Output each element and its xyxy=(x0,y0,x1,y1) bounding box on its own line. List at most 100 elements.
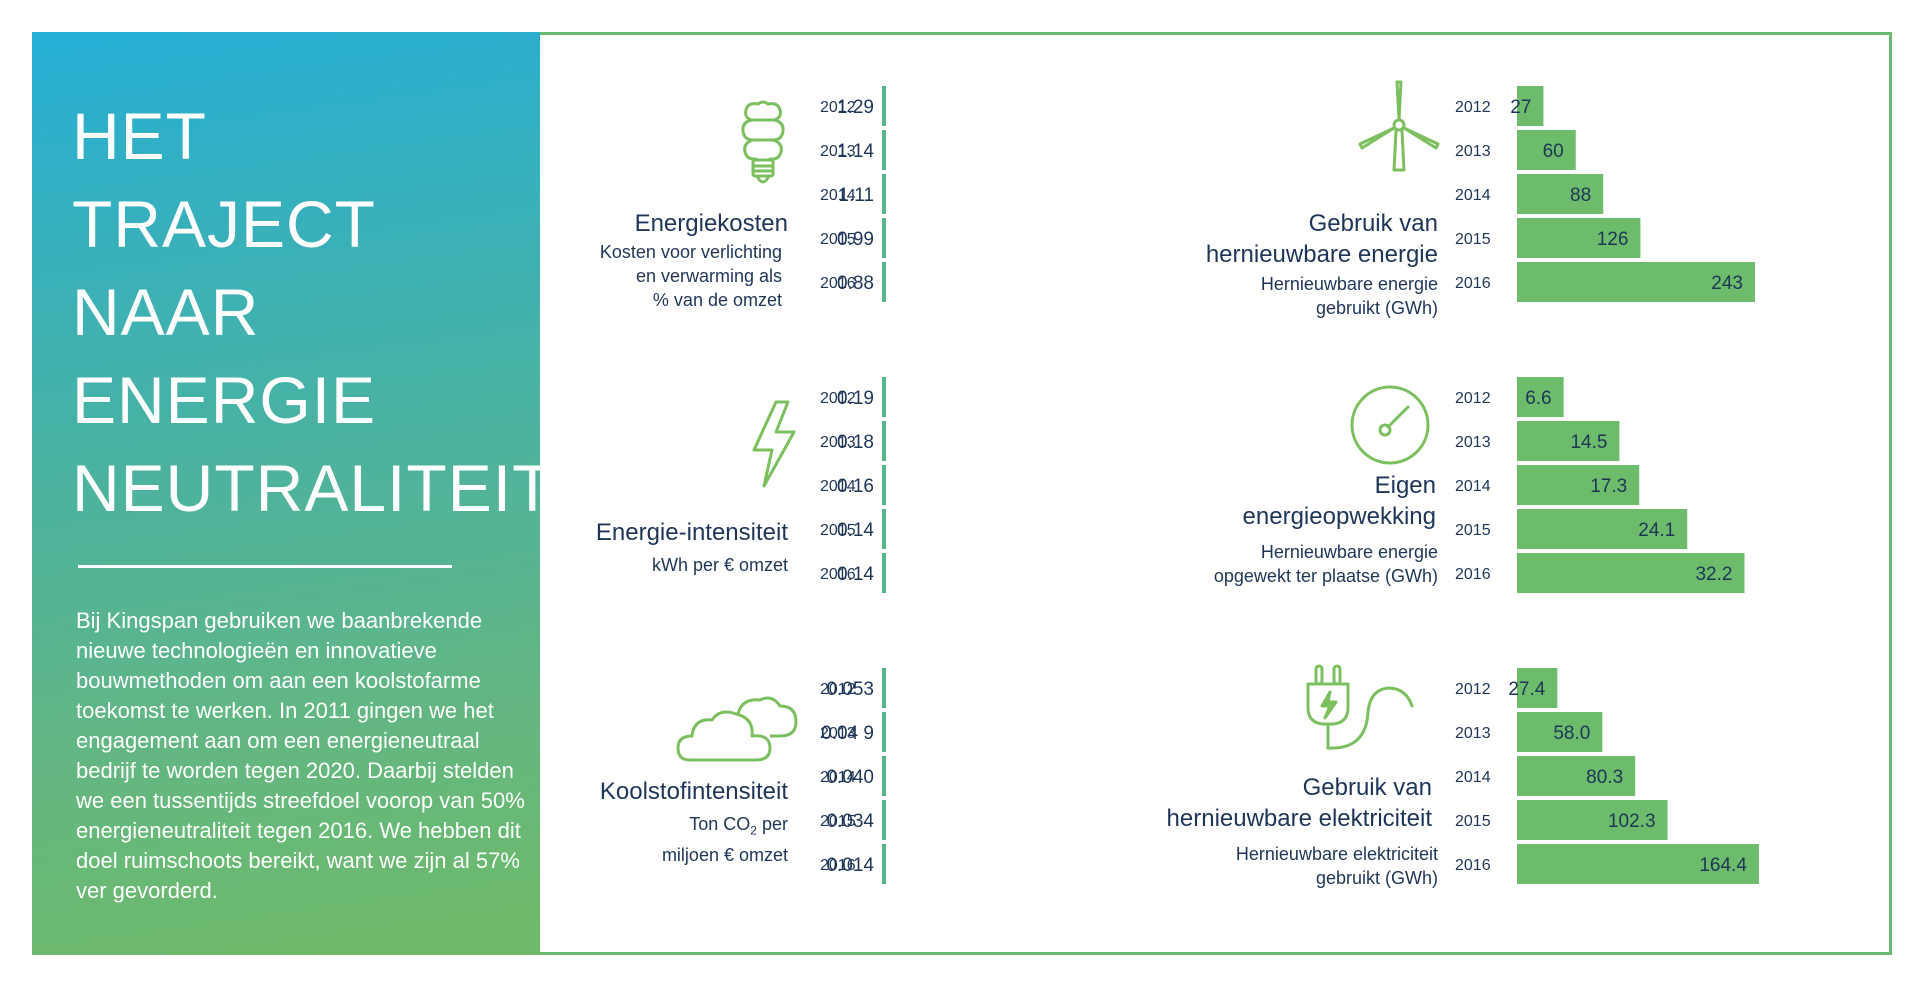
intensiteit-title: Energie-intensiteit xyxy=(595,519,788,546)
energiekosten-title: Energiekosten xyxy=(634,210,788,237)
hernieuwbare-energie-title: Gebruik van hernieuwbare energie xyxy=(1130,208,1438,270)
year-label: 2012 xyxy=(820,390,856,407)
value-label: 102.3 xyxy=(1608,811,1656,832)
year-label: 2014 xyxy=(820,187,856,204)
headline-line: HET xyxy=(72,99,207,173)
value-label: 27 xyxy=(1510,97,1531,118)
bar xyxy=(1517,509,1688,549)
year-label: 2016 xyxy=(820,566,856,583)
title-line: Eigen xyxy=(1374,472,1436,499)
year-label: 2015 xyxy=(820,813,856,830)
bar xyxy=(882,800,886,840)
bar xyxy=(882,174,886,214)
subtitle-line: gebruikt (GWh) xyxy=(1315,298,1438,318)
value-label: 0.014 xyxy=(826,855,874,876)
electric-plug-icon xyxy=(1306,664,1414,750)
title-line: hernieuwbare energie xyxy=(1205,241,1438,268)
energiekosten-subtitle: Kosten voor verlichting en verwarming al… xyxy=(520,240,782,312)
value-label: 0.99 xyxy=(837,229,874,250)
value-label: 88 xyxy=(1570,185,1591,206)
value-label: 60 xyxy=(1543,141,1564,162)
bar xyxy=(882,465,886,505)
value-label: 0.040 xyxy=(826,767,874,788)
bar xyxy=(1517,800,1668,840)
opwekking-bar-chart: 2012 6.6 2013 14.5 2014 17.3 2015 24.1 2016 32.2 xyxy=(1455,377,1745,593)
bar xyxy=(1517,421,1620,461)
bar xyxy=(1517,262,1755,302)
headline-line: NAAR xyxy=(72,275,260,349)
year-label: 2014 xyxy=(820,478,856,495)
intensiteit-subtitle: kWh per € omzet xyxy=(520,553,788,577)
title-line: hernieuwbare elektriciteit xyxy=(1166,805,1432,832)
bar xyxy=(1517,174,1604,214)
value-label: 0.19 xyxy=(837,388,874,409)
year-label: 2016 xyxy=(820,857,856,874)
value-label: 0.88 xyxy=(837,273,874,294)
subscript-two: 2 xyxy=(750,823,757,838)
bar xyxy=(1517,756,1636,796)
subtitle-text: Ton CO xyxy=(689,814,751,834)
subtitle-line: Ton CO2 per xyxy=(520,812,788,843)
elektriciteit-title: Gebruik van hernieuwbare elektriciteit xyxy=(1100,772,1432,834)
lightning-icon xyxy=(752,400,796,488)
title-line: Gebruik van xyxy=(1308,210,1438,237)
year-label: 2015 xyxy=(820,231,856,248)
value-label: 32.2 xyxy=(1695,564,1732,585)
year-label: 2016 xyxy=(1455,275,1491,292)
value-label: 0.14 xyxy=(837,520,874,541)
value-label: 17.3 xyxy=(1590,476,1627,497)
subtitle-line: Hernieuwbare energie xyxy=(1260,542,1438,562)
value-label: 14.5 xyxy=(1570,432,1607,453)
bar xyxy=(882,86,886,126)
value-label: 0.053 xyxy=(826,679,874,700)
year-label: 2013 xyxy=(820,725,856,742)
value-label: 0.034 xyxy=(826,811,874,832)
bar xyxy=(1517,844,1759,884)
year-label: 2014 xyxy=(1455,478,1491,495)
title-line: energieopwekking xyxy=(1242,503,1436,530)
bar xyxy=(882,553,886,593)
divider xyxy=(78,565,452,568)
title-line: Gebruik van xyxy=(1302,774,1432,801)
bar xyxy=(1517,218,1641,258)
year-label: 2013 xyxy=(1455,143,1491,160)
intro-text: Bij Kingspan gebruiken we baanbrekende n… xyxy=(76,608,525,903)
value-label: 80.3 xyxy=(1586,767,1623,788)
subtitle-line: % van de omzet xyxy=(652,290,782,310)
bar xyxy=(1517,668,1558,708)
year-label: 2016 xyxy=(1455,857,1491,874)
subtitle-line: miljoen € omzet xyxy=(661,844,788,865)
bar xyxy=(1517,465,1640,505)
bar xyxy=(882,130,886,170)
value-label: 1.14 xyxy=(837,141,874,162)
year-label: 2016 xyxy=(820,275,856,292)
year-label: 2013 xyxy=(1455,434,1491,451)
value-label: 0.14 xyxy=(837,564,874,585)
headline-line: ENERGIE xyxy=(72,363,377,437)
year-label: 2016 xyxy=(1455,566,1491,583)
value-label: 126 xyxy=(1597,229,1629,250)
value-label: 0.18 xyxy=(837,432,874,453)
bar xyxy=(882,218,886,258)
bar xyxy=(882,262,886,302)
cloud-icon xyxy=(676,696,798,762)
year-label: 2012 xyxy=(1455,99,1491,116)
bar xyxy=(882,509,886,549)
opwekking-title: Eigen energieopwekking xyxy=(1130,470,1436,532)
year-label: 2014 xyxy=(820,769,856,786)
value-label: 0.04 9 xyxy=(821,723,874,744)
bar xyxy=(882,668,886,708)
elektriciteit-subtitle: Hernieuwbare elektriciteit gebruikt (GWh… xyxy=(1130,842,1438,890)
wind-turbine-icon xyxy=(1358,80,1440,172)
year-label: 2012 xyxy=(820,99,856,116)
subtitle-line: en verwarming als xyxy=(635,266,782,286)
subtitle-line: gebruikt (GWh) xyxy=(1315,868,1438,888)
subtitle-line: Kosten voor verlichting xyxy=(599,242,782,262)
bar xyxy=(882,844,886,884)
bar xyxy=(1517,130,1576,170)
elektriciteit-bar-chart: 2012 27.4 2013 58.0 2014 80.3 2015 102.3 2016 164… xyxy=(1455,668,1759,884)
subtitle-line: kWh per € omzet xyxy=(651,555,788,575)
bar xyxy=(1517,553,1745,593)
headline-line: NEUTRALITEIT xyxy=(72,451,554,525)
